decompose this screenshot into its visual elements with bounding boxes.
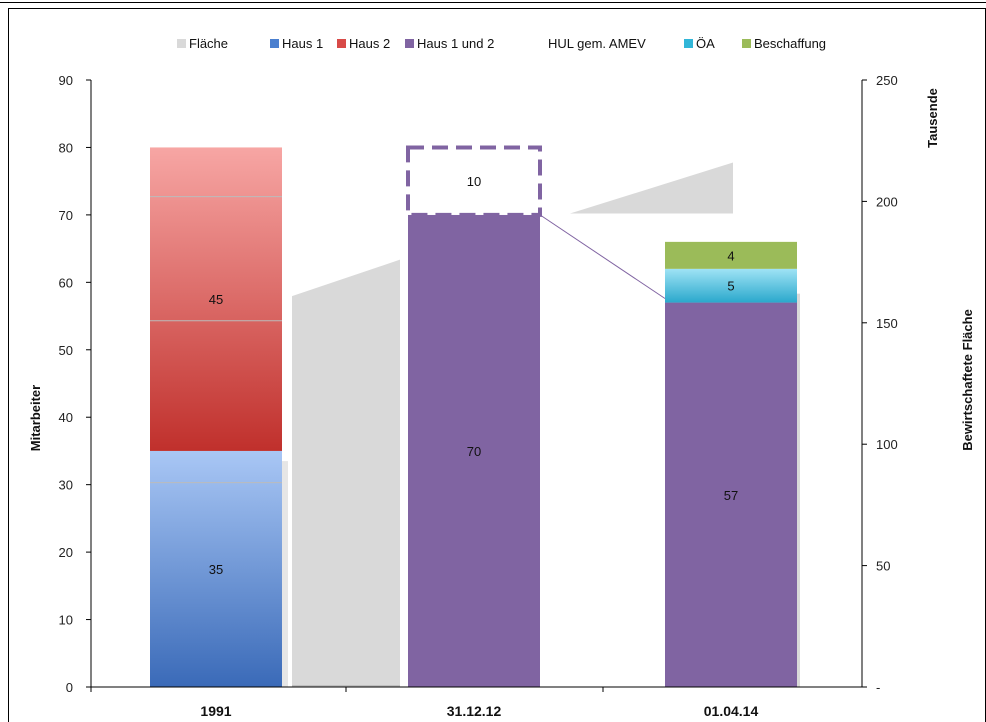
bar-value-label: 70 xyxy=(467,444,481,459)
bar-value-label: 4 xyxy=(727,248,734,263)
x-category-label: 31.12.12 xyxy=(447,703,502,719)
flaeche-baseline xyxy=(292,685,400,687)
legend-swatch xyxy=(337,39,346,48)
bar-oa-01.04.14 xyxy=(665,268,797,303)
bar-value-label: 5 xyxy=(727,279,734,294)
bar-haus1-1991 xyxy=(150,450,282,687)
legend-label: Fläche xyxy=(189,36,228,51)
top-rule xyxy=(0,2,986,3)
flaeche-area xyxy=(292,259,400,687)
y-tick-label: 90 xyxy=(59,73,73,88)
y2-tick-label: 250 xyxy=(876,73,898,88)
connector-line xyxy=(539,214,666,299)
y2-axis-unit: Tausende xyxy=(925,88,940,148)
legend-label: Haus 1 xyxy=(282,36,323,51)
y-tick-label: 10 xyxy=(59,613,73,628)
x-category-label: 1991 xyxy=(200,703,231,719)
y2-tick-label: 200 xyxy=(876,194,898,209)
y-ticks-left: 0 10 20 30 40 50 60 70 80 90 xyxy=(59,73,91,695)
bar-hul-31.12.12 xyxy=(406,145,542,217)
y-tick-label: 60 xyxy=(59,275,73,290)
bar-value-label: 35 xyxy=(209,562,223,577)
bar-value-label: 57 xyxy=(724,488,738,503)
legend-label: ÖA xyxy=(696,36,715,51)
legend-label: HUL gem. AMEV xyxy=(548,36,646,51)
y-tick-label: 30 xyxy=(59,478,73,493)
legend-label: Haus 2 xyxy=(349,36,390,51)
connector-layer xyxy=(539,214,666,299)
legend: Fläche Haus 1 Haus 2 Haus 1 und 2 HUL gem. A… xyxy=(177,36,826,51)
legend-swatch xyxy=(742,39,751,48)
flaeche-area xyxy=(282,461,288,687)
y-tick-label: 70 xyxy=(59,208,73,223)
y-tick-label: 80 xyxy=(59,140,73,155)
bar-beschaffung-01.04.14 xyxy=(665,241,797,269)
legend-label: Haus 1 und 2 xyxy=(417,36,494,51)
legend-swatch xyxy=(270,39,279,48)
bar-layer: 35 45 70 10 57 5 4 xyxy=(150,145,797,687)
bar-value-label: 10 xyxy=(467,174,481,189)
bar-haus1und2-31.12.12 xyxy=(408,214,540,687)
bar-haus1und2-01.04.14 xyxy=(665,302,797,687)
legend-swatch xyxy=(684,39,693,48)
flaeche-area-layer xyxy=(282,162,800,687)
bar-value-label: 45 xyxy=(209,292,223,307)
flaeche-area xyxy=(796,293,800,687)
legend-swatch xyxy=(405,39,414,48)
y2-tick-label: 100 xyxy=(876,437,898,452)
flaeche-area xyxy=(570,162,733,214)
y-tick-label: 0 xyxy=(66,680,73,695)
x-categories: 1991 31.12.12 01.04.14 xyxy=(90,687,759,719)
y-tick-label: 20 xyxy=(59,545,73,560)
x-category-label: 01.04.14 xyxy=(704,703,759,719)
y2-tick-label: 150 xyxy=(876,316,898,331)
bar-haus2-1991 xyxy=(150,147,282,451)
y2-tick-label: 50 xyxy=(876,559,890,574)
y2-tick-label: - xyxy=(876,680,880,695)
y-ticks-right: - 50 100 150 200 250 xyxy=(862,73,898,695)
legend-swatch xyxy=(177,39,186,48)
y-axis-title: Mitarbeiter xyxy=(28,385,43,451)
legend-label: Beschaffung xyxy=(754,36,826,51)
y-tick-label: 50 xyxy=(59,343,73,358)
y-tick-label: 40 xyxy=(59,410,73,425)
y2-axis-title: Bewirtschaftete Fläche xyxy=(960,309,975,451)
